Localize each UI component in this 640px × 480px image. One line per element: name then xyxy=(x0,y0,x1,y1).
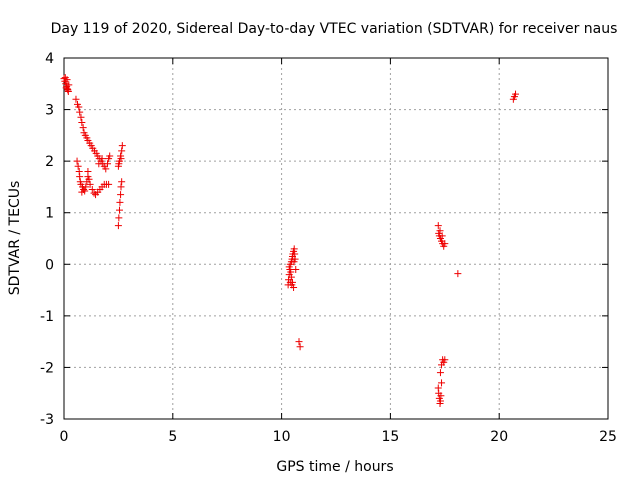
data-point xyxy=(116,198,124,206)
y-tick-label: 4 xyxy=(45,51,54,67)
data-point xyxy=(117,155,125,163)
data-point xyxy=(86,180,94,188)
data-point xyxy=(287,273,295,281)
data-point xyxy=(115,206,123,214)
data-point xyxy=(454,270,462,278)
data-point xyxy=(82,183,90,191)
x-tick-label: 0 xyxy=(60,429,69,445)
plot-frame xyxy=(63,57,609,420)
y-tick-labels: -3 -2 -1 0 1 2 3 4 xyxy=(40,51,54,428)
data-point xyxy=(104,160,112,168)
data-point xyxy=(117,191,125,199)
data-point xyxy=(290,258,298,266)
data-point xyxy=(78,118,86,126)
data-point xyxy=(512,90,520,98)
data-point xyxy=(288,281,296,289)
y-tick-label: -3 xyxy=(40,412,54,428)
data-point xyxy=(84,167,92,175)
data-point xyxy=(441,356,449,364)
data-point xyxy=(106,152,114,160)
x-axis-label: GPS time / hours xyxy=(276,459,393,475)
data-point xyxy=(292,265,300,273)
data-point xyxy=(118,178,126,186)
x-tick-label: 25 xyxy=(599,429,617,445)
y-axis-label: SDTVAR / TECUs xyxy=(7,181,23,296)
x-tick-label: 20 xyxy=(490,429,508,445)
data-point xyxy=(114,222,122,230)
x-tick-label: 15 xyxy=(381,429,399,445)
y-tick-label: -1 xyxy=(40,309,54,325)
data-point xyxy=(434,222,442,230)
data-point xyxy=(76,108,84,116)
chart-title: Day 119 of 2020, Sidereal Day-to-day VTE… xyxy=(51,21,618,37)
x-tick-label: 5 xyxy=(168,429,177,445)
data-point xyxy=(436,227,444,235)
data-point xyxy=(64,86,72,94)
data-point xyxy=(117,183,125,191)
data-point xyxy=(441,240,449,248)
data-point xyxy=(88,186,96,194)
data-point xyxy=(105,180,113,188)
data-point xyxy=(118,142,126,150)
data-point xyxy=(79,124,87,132)
y-tick-label: -2 xyxy=(40,360,54,376)
data-point xyxy=(63,76,71,84)
x-tick-label: 10 xyxy=(273,429,291,445)
data-point xyxy=(72,95,80,103)
grid xyxy=(64,58,608,419)
y-tick-label: 2 xyxy=(45,154,54,170)
data-point xyxy=(438,379,446,387)
y-tick-label: 3 xyxy=(45,103,54,119)
data-point xyxy=(95,160,103,168)
data-point xyxy=(115,160,123,168)
data-point xyxy=(77,113,85,121)
data-point xyxy=(76,173,84,181)
data-point xyxy=(437,392,445,400)
data-point xyxy=(295,338,303,346)
x-tick-labels: 0 5 10 15 20 25 xyxy=(60,429,617,445)
y-tick-label: 0 xyxy=(45,257,54,273)
data-point xyxy=(438,232,446,240)
data-point xyxy=(118,147,126,155)
tick-marks xyxy=(63,57,609,420)
data-point xyxy=(90,189,98,197)
data-point xyxy=(73,157,81,165)
data-point xyxy=(75,103,83,111)
data-point xyxy=(78,188,86,196)
data-point xyxy=(98,155,106,163)
data-points xyxy=(60,74,520,408)
data-point xyxy=(85,175,93,183)
data-point xyxy=(74,162,82,170)
data-point xyxy=(115,214,123,222)
data-point xyxy=(287,268,295,276)
data-point xyxy=(285,263,293,271)
y-tick-label: 1 xyxy=(45,206,54,222)
data-point xyxy=(102,165,110,173)
data-point xyxy=(436,369,444,377)
data-point xyxy=(296,343,304,351)
